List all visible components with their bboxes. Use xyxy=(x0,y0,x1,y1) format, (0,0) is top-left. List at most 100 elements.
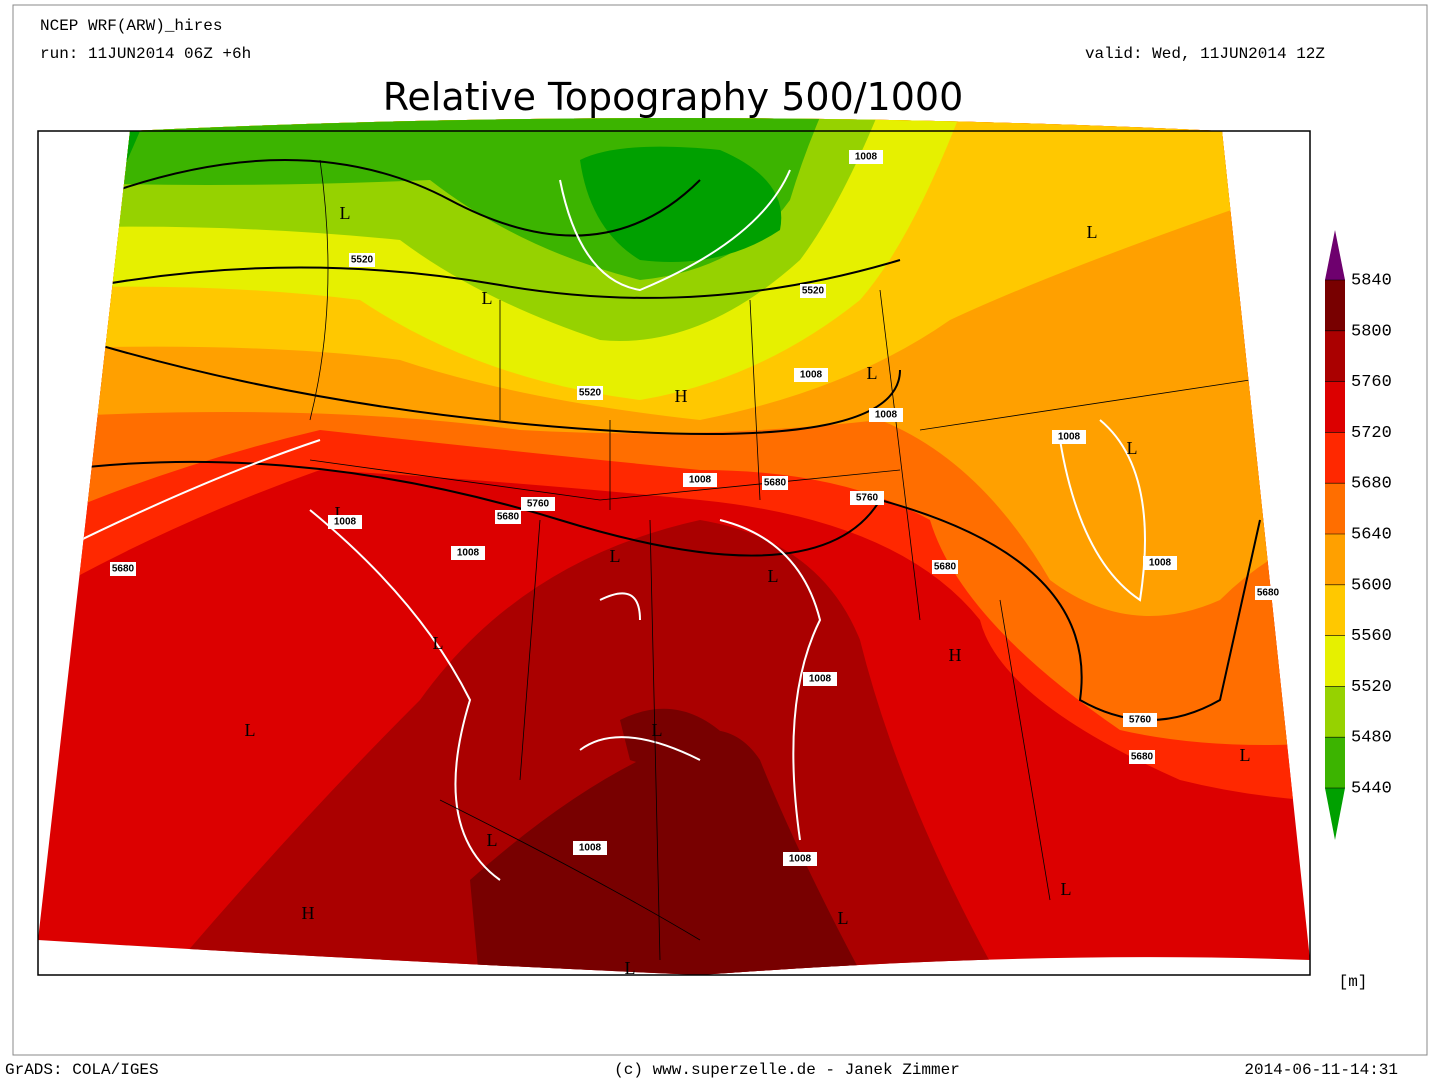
pressure-center: L xyxy=(335,503,346,523)
contour-label: 1008 xyxy=(689,475,712,486)
contour-label: 1008 xyxy=(855,152,878,163)
run-info: run: 11JUN2014 06Z +6h xyxy=(40,45,251,63)
colorbar-segment xyxy=(1325,381,1345,433)
colorbar-label: 5760 xyxy=(1351,373,1392,392)
contour-label-box xyxy=(932,560,958,574)
colorbar-label: 5560 xyxy=(1351,627,1392,646)
contour-label-box xyxy=(800,284,826,298)
contour-label: 1008 xyxy=(800,370,823,381)
colorbar-segment xyxy=(1325,534,1345,585)
map-title: Relative Topography 500/1000 xyxy=(383,75,964,119)
contour-label-box xyxy=(869,408,903,422)
contour-label: 1008 xyxy=(1149,558,1172,569)
pressure-center: L xyxy=(625,958,636,978)
contour-label: 1008 xyxy=(457,548,480,559)
pressure-center: H xyxy=(302,903,315,923)
colorbar-segment xyxy=(1325,483,1345,534)
contour-label-box xyxy=(1052,430,1086,444)
pressure-center: H xyxy=(949,645,962,665)
footer-left: GrADS: COLA/IGES xyxy=(5,1061,159,1079)
contour-label-box xyxy=(1123,713,1157,727)
colorbar-bottom-arrow xyxy=(1325,788,1345,840)
contour-label-box xyxy=(1255,586,1281,600)
colorbar-label: 5680 xyxy=(1351,475,1392,494)
pressure-center: L xyxy=(1240,745,1251,765)
pressure-center: L xyxy=(652,720,663,740)
contour-label-box xyxy=(573,841,607,855)
pressure-center: H xyxy=(675,386,688,406)
pressure-center: L xyxy=(610,546,621,566)
temperature-band xyxy=(470,708,870,975)
contour-label-box xyxy=(794,368,828,382)
colorbar-label: 5640 xyxy=(1351,525,1392,544)
contour-label: 1008 xyxy=(334,517,357,528)
contour-label: 5520 xyxy=(802,286,825,297)
contour-label: 1008 xyxy=(1058,432,1081,443)
colorbar-label: 5800 xyxy=(1351,322,1392,341)
contour-label: 1008 xyxy=(789,854,812,865)
contour-label-box xyxy=(762,476,788,490)
map-frame xyxy=(37,130,1311,976)
pressure-center: L xyxy=(838,908,849,928)
pressure-center: L xyxy=(433,633,444,653)
contours xyxy=(39,159,1261,961)
colorbar-label: 5840 xyxy=(1351,271,1392,290)
contour-label-box xyxy=(451,546,485,560)
footer-center: (c) www.superzelle.de - Janek Zimmer xyxy=(614,1061,960,1079)
pressure-center: L xyxy=(1061,879,1072,899)
contour-label: 5760 xyxy=(1129,715,1152,726)
contour-label: 5680 xyxy=(1257,588,1280,599)
colorbar-label: 5720 xyxy=(1351,424,1392,443)
contour-label: 5520 xyxy=(351,255,374,266)
contour-label-box xyxy=(849,150,883,164)
contour-label: 5680 xyxy=(934,562,957,573)
colorbar-label: 5600 xyxy=(1351,576,1392,595)
pressure-center: L xyxy=(245,720,256,740)
colorbar-segment xyxy=(1325,737,1345,788)
pressure-center: L xyxy=(340,203,351,223)
contour-label-box xyxy=(803,672,837,686)
pressure-center: L xyxy=(1127,438,1138,458)
contour-label-box xyxy=(783,852,817,866)
contour-label: 5680 xyxy=(1131,752,1154,763)
contour-label: 1008 xyxy=(809,674,832,685)
colorbar-label: 5480 xyxy=(1351,729,1392,748)
model-name: NCEP WRF(ARW)_hires xyxy=(40,17,222,35)
contour-label: 1008 xyxy=(875,410,898,421)
pressure-center: L xyxy=(1087,222,1098,242)
contour-label: 5760 xyxy=(527,499,550,510)
colorbar: 5840 5800 5760 5720 5680 5640 5600 5560 5520 5480… xyxy=(1325,230,1392,840)
contour-label: 5680 xyxy=(497,512,520,523)
temperature-band xyxy=(110,131,782,262)
contour-label: 5680 xyxy=(112,564,135,575)
colorbar-segment xyxy=(1325,584,1345,636)
contour-label-box xyxy=(328,515,362,529)
contour-label-box xyxy=(1129,750,1155,764)
colorbar-label: 5440 xyxy=(1351,779,1392,798)
colorbar-segment xyxy=(1325,330,1345,382)
contour-label-box xyxy=(1143,556,1177,570)
colorbar-segment xyxy=(1325,635,1345,687)
contour-label-box xyxy=(110,562,136,576)
pressure-center: L xyxy=(768,566,779,586)
colorbar-label: 5520 xyxy=(1351,678,1392,697)
pressure-center: L xyxy=(867,363,878,383)
valid-time: valid: Wed, 11JUN2014 12Z xyxy=(1085,45,1325,63)
contour-label: 5680 xyxy=(764,478,787,489)
contour-label-box xyxy=(850,491,884,505)
contour-label-box xyxy=(495,510,521,524)
contour-label: 1008 xyxy=(579,843,602,854)
contour-label-box xyxy=(349,253,375,267)
contour-label-box xyxy=(521,497,555,511)
contour-label-box xyxy=(577,386,603,400)
contour-label: 5520 xyxy=(579,388,602,399)
colorbar-segment xyxy=(1325,432,1345,484)
pressure-center: L xyxy=(482,288,493,308)
colorbar-top-arrow xyxy=(1325,230,1345,280)
outer-frame xyxy=(12,4,1428,1056)
colorbar-segment xyxy=(1325,686,1345,738)
colorbar-segment xyxy=(1325,280,1345,331)
legend-unit: [m] xyxy=(1339,973,1368,991)
